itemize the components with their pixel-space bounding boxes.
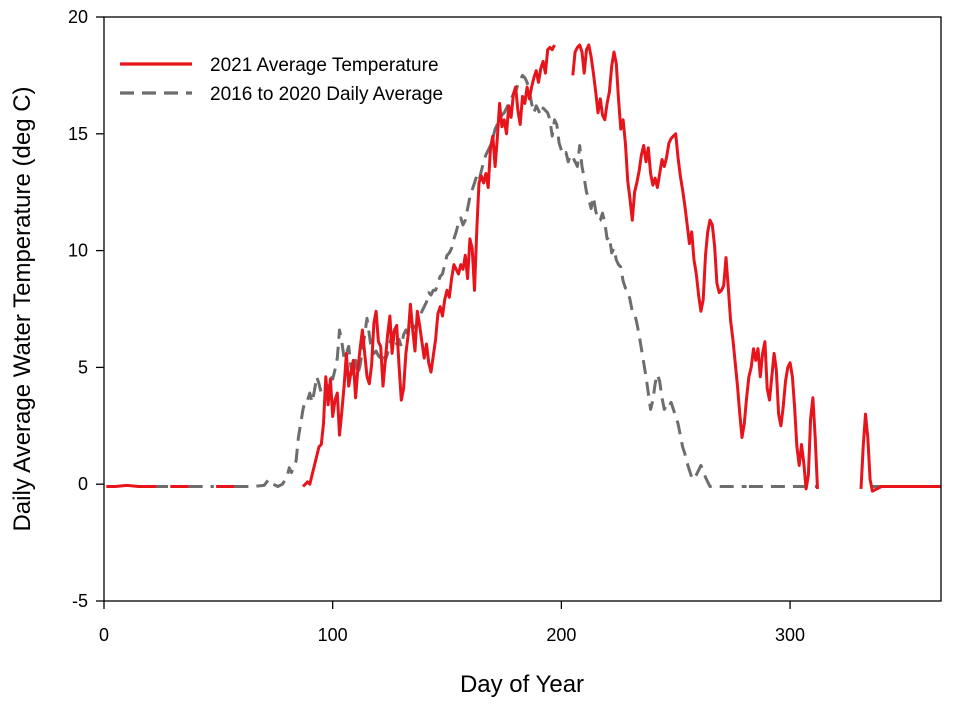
- x-axis: 0 100 200 300: [99, 601, 805, 645]
- y-axis: -5 0 5 10 15 20: [68, 7, 104, 611]
- series-2016-2020-segment-2: [234, 73, 747, 488]
- y-tick-label: 10: [68, 241, 88, 261]
- legend-label-2021: 2021 Average Temperature: [210, 55, 439, 76]
- x-axis-title: Day of Year: [460, 671, 584, 698]
- x-tick-label: 0: [99, 625, 109, 645]
- y-tick-label: 20: [68, 7, 88, 27]
- x-tick-label: 300: [775, 625, 805, 645]
- legend: 2021 Average Temperature 2016 to 2020 Da…: [120, 55, 443, 105]
- series-2021-segment-5: [859, 412, 941, 493]
- y-tick-label: 5: [78, 357, 88, 377]
- series-2021-segment-3: [301, 44, 556, 488]
- y-tick-label: 15: [68, 124, 88, 144]
- x-tick-label: 200: [546, 625, 576, 645]
- y-tick-label: -5: [72, 591, 88, 611]
- series-2021-segment-4: [571, 43, 819, 491]
- plot-frame: [103, 16, 942, 602]
- y-axis-title: Daily Average Water Temperature (deg C): [9, 86, 36, 531]
- series-lines-group: [106, 43, 941, 493]
- legend-label-2016-2020: 2016 to 2020 Daily Average: [210, 84, 443, 105]
- x-tick-label: 100: [318, 625, 348, 645]
- series-2021-segment-0: [106, 483, 157, 488]
- y-tick-label: 0: [78, 474, 88, 494]
